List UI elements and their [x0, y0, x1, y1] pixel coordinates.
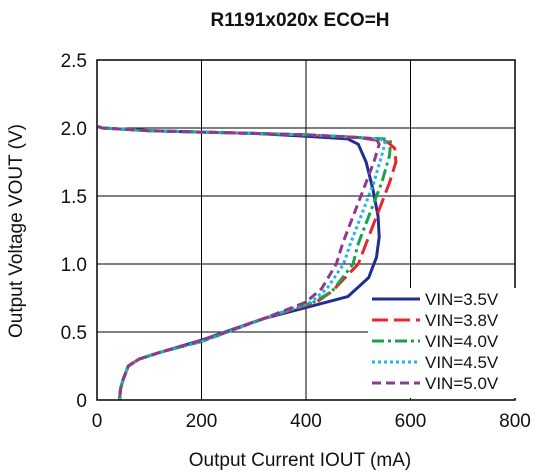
x-axis-label: Output Current IOUT (mA): [189, 450, 411, 471]
y-tick-label: 2.0: [61, 119, 87, 140]
legend-background: [368, 288, 516, 398]
legend-label: VIN=4.0V: [425, 332, 499, 351]
x-tick-label: 0: [92, 411, 103, 432]
legend-label: VIN=5.0V: [425, 374, 499, 393]
x-tick-label: 400: [290, 411, 322, 432]
y-tick-label: 2.5: [61, 51, 87, 72]
legend-label: VIN=4.5V: [425, 353, 499, 372]
x-tick-label: 200: [186, 411, 218, 432]
legend: VIN=3.5V VIN=3.8V VIN=4.0V VIN=4.5V VIN=5.0V: [368, 288, 516, 398]
y-tick-label: 1.0: [61, 255, 87, 276]
x-tick-label: 800: [499, 411, 531, 432]
series-line: [97, 125, 381, 401]
chart-title: R1191x020x ECO=H: [210, 10, 389, 31]
plot-border: [96, 59, 516, 401]
y-tick-label: 0: [76, 391, 87, 412]
series-group: [97, 125, 398, 401]
tick-labels: 0 200 400 600 800 0 0.5 1.0 1.5 2.0 2.5: [61, 51, 531, 432]
y-axis-label: Output Voltage VOUT (V): [6, 124, 27, 338]
y-tick-label: 1.5: [61, 187, 87, 208]
legend-label: VIN=3.8V: [425, 311, 499, 330]
axes: [96, 59, 516, 401]
x-tick-label: 600: [395, 411, 427, 432]
grid: [97, 60, 515, 400]
legend-label: VIN=3.5V: [425, 290, 499, 309]
y-tick-label: 0.5: [61, 323, 87, 344]
